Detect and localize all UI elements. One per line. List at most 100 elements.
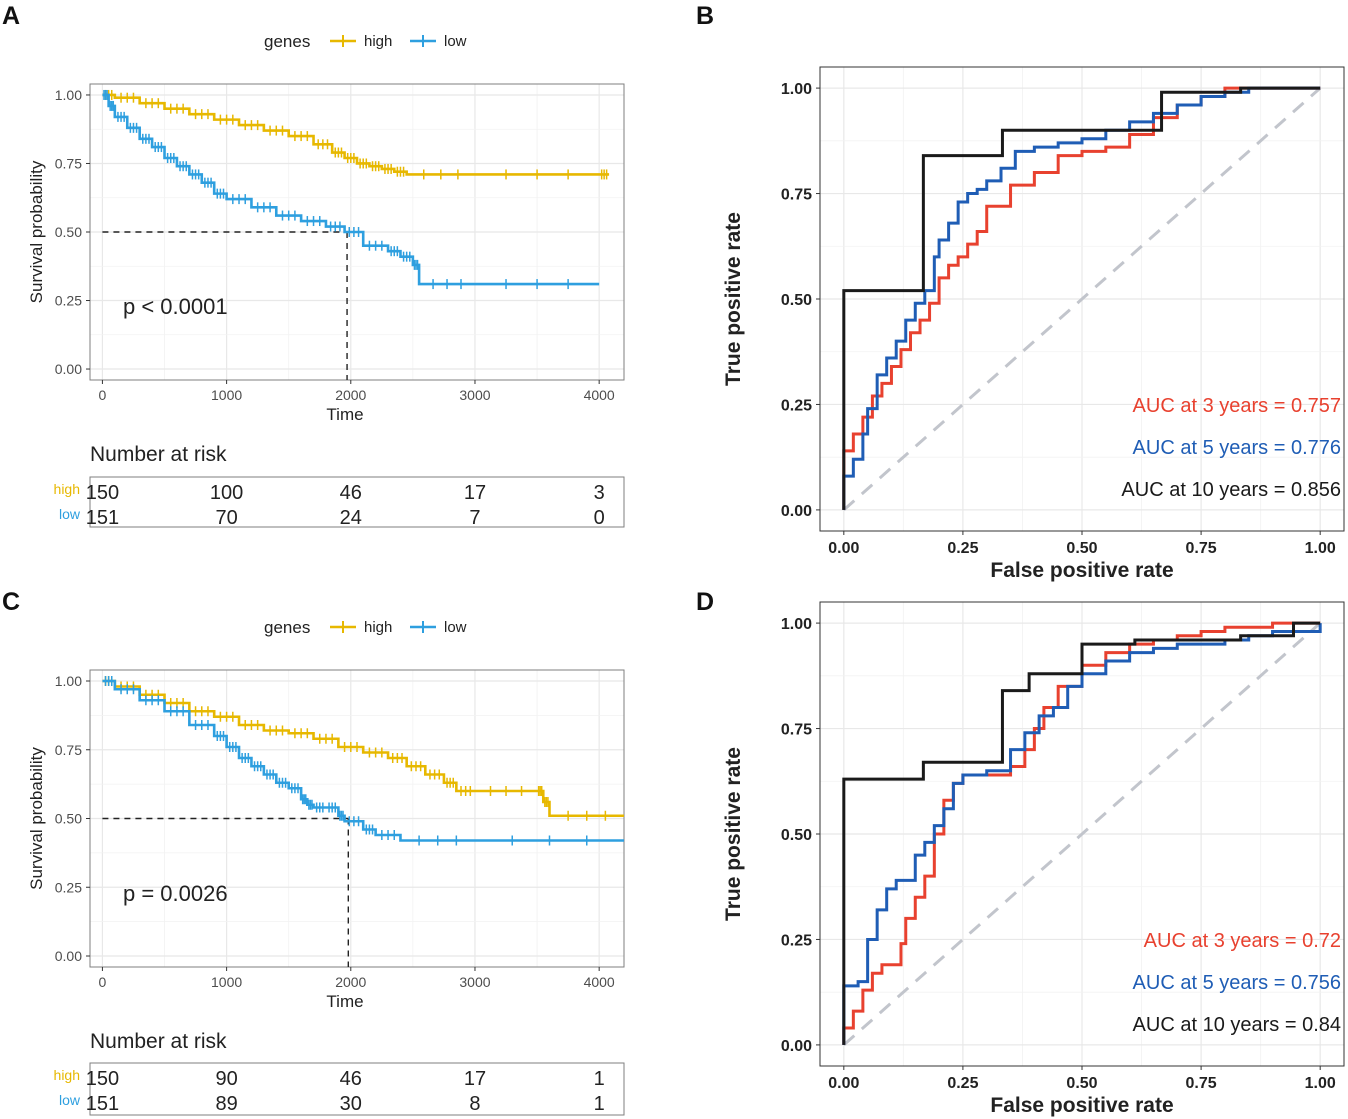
- panel-letter: D: [696, 588, 714, 616]
- x-tick-label: 0: [99, 387, 107, 403]
- x-tick-label: 1.00: [1305, 540, 1336, 557]
- risk-count: 70: [215, 507, 237, 529]
- roc-curve-10-years: [842, 86, 1321, 510]
- x-tick-label: 0.25: [947, 540, 978, 557]
- risk-table-border: [89, 1062, 625, 1116]
- auc-label-5-years: AUC at 5 years = 0.776: [1133, 437, 1341, 459]
- p-value: p = 0.0026: [123, 881, 228, 906]
- y-tick-label: 1.00: [55, 87, 82, 103]
- km-curve-high: [102, 93, 610, 176]
- roc-curve-5-years: [842, 86, 1321, 510]
- auc-label-10-years: AUC at 10 years = 0.84: [1133, 1014, 1341, 1036]
- risk-count: 7: [469, 507, 480, 529]
- x-tick-label: 4000: [584, 387, 615, 403]
- y-axis-title: Survival probability: [27, 747, 46, 890]
- x-tick-label: 2000: [335, 387, 366, 403]
- risk-count: 17: [464, 1068, 486, 1090]
- km-curve-low: [102, 679, 624, 842]
- x-tick-label: 3000: [459, 974, 490, 990]
- roc-curve-5-years: [842, 623, 1322, 1045]
- x-tick-label: 1.00: [1305, 1075, 1336, 1092]
- risk-count: 30: [340, 1093, 362, 1115]
- y-tick-label: 0.50: [55, 811, 82, 827]
- x-axis-title: Time: [326, 992, 363, 1011]
- y-tick-label: 0.25: [55, 293, 82, 309]
- risk-count: 89: [215, 1093, 237, 1115]
- x-axis-title: Time: [326, 405, 363, 424]
- x-tick-label: 0.75: [1186, 540, 1217, 557]
- risk-count: 3: [594, 482, 605, 504]
- y-tick-label: 0.75: [781, 187, 812, 204]
- x-tick-label: 0: [99, 974, 107, 990]
- y-tick-label: 1.00: [55, 673, 82, 689]
- legend-label-high: high: [364, 619, 392, 636]
- y-tick-label: 0.25: [781, 932, 812, 949]
- km-curve-low: [102, 93, 600, 286]
- x-axis-title: False positive rate: [990, 1094, 1173, 1117]
- x-tick-label: 2000: [335, 974, 366, 990]
- risk-row-label-low: low: [59, 506, 81, 522]
- y-tick-label: 0.25: [781, 397, 812, 414]
- km-curve-high: [102, 679, 624, 818]
- y-axis-title: True positive rate: [722, 747, 745, 921]
- roc-panel-b: B 0.00 0.25 0.50 0.75 1.00 0.00 0.25 0.50 0.75 1.0…: [696, 2, 1345, 582]
- y-tick-label: 0.25: [55, 879, 82, 895]
- y-tick-label: 0.75: [55, 155, 82, 171]
- auc-label-10-years: AUC at 10 years = 0.856: [1121, 479, 1341, 501]
- risk-count: 46: [340, 1068, 362, 1090]
- legend-label-low: low: [444, 619, 467, 636]
- reference-diagonal: [842, 86, 1322, 512]
- panel-letter: C: [2, 588, 20, 616]
- roc-panel-d: D 0.00 0.25 0.50 0.75 1.00 0.00 0.25 0.50 0.75 1.0…: [696, 588, 1345, 1117]
- risk-count: 90: [215, 1068, 237, 1090]
- risk-count: 24: [340, 507, 362, 529]
- y-tick-label: 0.00: [781, 1038, 812, 1055]
- risk-count: 100: [210, 482, 243, 504]
- risk-count: 8: [469, 1093, 480, 1115]
- auc-label-3-years: AUC at 3 years = 0.757: [1133, 395, 1341, 417]
- roc-curve-3-years: [842, 86, 1321, 510]
- x-tick-label: 0.50: [1066, 1075, 1097, 1092]
- reference-diagonal: [842, 621, 1322, 1047]
- risk-count: 150: [86, 482, 119, 504]
- x-tick-label: 0.50: [1066, 540, 1097, 557]
- panel-letter: A: [2, 2, 20, 30]
- y-tick-label: 0.50: [781, 827, 812, 844]
- risk-count: 46: [340, 482, 362, 504]
- risk-count: 0: [594, 507, 605, 529]
- auc-label-5-years: AUC at 5 years = 0.756: [1133, 972, 1341, 994]
- legend-label-low: low: [444, 33, 467, 50]
- x-tick-label: 0.75: [1186, 1075, 1217, 1092]
- auc-label-3-years: AUC at 3 years = 0.72: [1144, 930, 1341, 952]
- y-tick-label: 0.00: [55, 361, 82, 377]
- legend-title: genes: [264, 32, 310, 51]
- risk-count: 150: [86, 1068, 119, 1090]
- y-axis-title: Survival probability: [27, 160, 46, 303]
- x-tick-label: 1000: [211, 974, 242, 990]
- y-tick-label: 0.00: [781, 503, 812, 520]
- y-tick-label: 0.50: [55, 224, 82, 240]
- risk-row-label-high: high: [54, 1067, 80, 1083]
- y-tick-label: 0.00: [55, 948, 82, 964]
- x-tick-label: 3000: [459, 387, 490, 403]
- risk-table-title: Number at risk: [90, 443, 227, 466]
- risk-row-label-high: high: [54, 481, 80, 497]
- y-tick-label: 0.75: [781, 722, 812, 739]
- risk-table-title: Number at risk: [90, 1030, 227, 1053]
- y-tick-label: 1.00: [781, 81, 812, 98]
- risk-count: 17: [464, 482, 486, 504]
- risk-count: 1: [594, 1093, 605, 1115]
- p-value: p < 0.0001: [123, 294, 228, 319]
- y-tick-label: 0.50: [781, 292, 812, 309]
- x-axis-title: False positive rate: [990, 559, 1173, 582]
- x-tick-label: 4000: [584, 974, 615, 990]
- risk-count: 1: [594, 1068, 605, 1090]
- panel-letter: B: [696, 2, 714, 30]
- legend-label-high: high: [364, 33, 392, 50]
- risk-count: 151: [86, 1093, 119, 1115]
- risk-count: 151: [86, 507, 119, 529]
- x-tick-label: 0.25: [947, 1075, 978, 1092]
